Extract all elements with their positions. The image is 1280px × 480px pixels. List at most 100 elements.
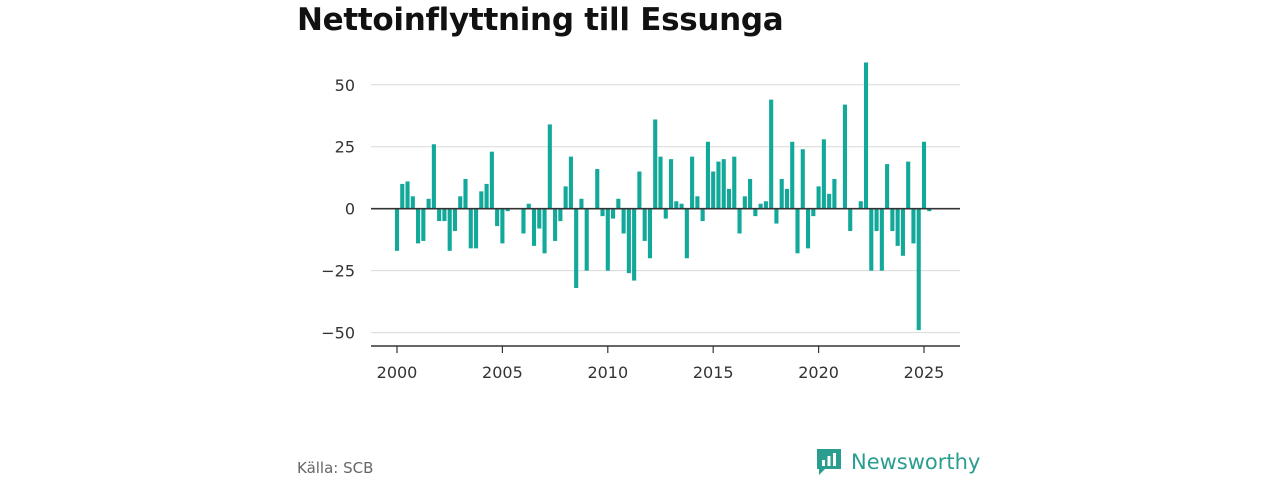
bar <box>611 208 616 219</box>
bar <box>748 178 753 209</box>
axes <box>371 207 960 353</box>
bar <box>890 208 895 231</box>
bar <box>858 201 863 209</box>
bar <box>416 208 421 244</box>
bar <box>848 208 853 231</box>
bar <box>916 208 921 331</box>
x-tick-label: 2000 <box>377 363 418 382</box>
bar <box>668 159 674 209</box>
bar <box>700 208 705 222</box>
bar <box>695 196 700 209</box>
y-tick-label: −50 <box>321 324 355 343</box>
bar <box>742 196 747 209</box>
bar <box>526 203 531 209</box>
bar <box>563 186 568 209</box>
bar <box>763 201 768 209</box>
bar <box>431 144 436 209</box>
bar <box>721 159 726 209</box>
bar <box>790 141 795 209</box>
bar <box>500 208 505 244</box>
bar <box>458 196 463 209</box>
source-note: Källa: SCB <box>297 459 374 477</box>
x-tick-label: 2020 <box>798 363 839 382</box>
bar <box>521 208 526 234</box>
y-tick-labels: 50 25 0 −25 −50 <box>321 76 355 343</box>
x-tick-labels: 2000 2005 2010 2015 2020 2025 <box>377 363 945 382</box>
bar <box>426 198 431 209</box>
bar <box>758 203 763 209</box>
bar <box>732 156 737 209</box>
bar <box>600 208 605 217</box>
brand-name: Newsworthy <box>851 450 981 474</box>
bar <box>906 161 911 209</box>
bar <box>885 164 890 209</box>
bar <box>621 208 626 234</box>
bar <box>684 208 689 259</box>
bar <box>658 156 663 209</box>
bar <box>842 104 847 209</box>
bar <box>795 208 800 254</box>
bar <box>410 196 415 209</box>
bar <box>584 208 589 271</box>
bar <box>642 208 647 241</box>
bar <box>737 208 742 234</box>
newsworthy-logo-icon <box>817 449 841 475</box>
bar <box>489 151 494 209</box>
bar <box>452 208 458 231</box>
chart-title: Nettoinflyttning till Essunga <box>297 2 784 38</box>
bar <box>479 191 484 209</box>
bar <box>663 208 668 219</box>
bar <box>632 208 637 281</box>
bar <box>558 208 563 222</box>
bar <box>832 178 837 209</box>
bar <box>468 208 473 249</box>
bar <box>800 149 805 209</box>
x-tick-label: 2005 <box>482 363 523 382</box>
x-tick-label: 2010 <box>587 363 628 382</box>
bar <box>705 141 710 209</box>
y-tick-label: 50 <box>335 76 355 95</box>
bar <box>774 208 779 224</box>
bar <box>463 178 468 209</box>
bar <box>679 203 684 209</box>
bar <box>711 171 716 209</box>
bar <box>484 183 489 209</box>
bar <box>405 181 410 209</box>
bar <box>595 169 600 209</box>
bar <box>574 208 579 288</box>
bar <box>811 208 816 217</box>
bar <box>505 208 510 212</box>
bar <box>447 208 452 251</box>
bar <box>537 208 542 229</box>
bar <box>531 208 537 246</box>
bar <box>547 124 552 209</box>
bar <box>437 208 442 222</box>
bar <box>716 161 721 209</box>
bar <box>647 208 653 259</box>
bar <box>784 188 790 209</box>
bar <box>895 208 900 246</box>
bar <box>579 198 584 209</box>
bar <box>616 198 621 209</box>
bar <box>568 156 573 209</box>
bar <box>394 208 400 251</box>
bar <box>674 201 679 209</box>
bar <box>637 171 642 209</box>
bar <box>400 183 405 209</box>
bar <box>553 208 558 241</box>
bar <box>874 208 879 231</box>
bar <box>605 208 610 271</box>
bar <box>690 156 695 209</box>
bars <box>394 62 932 331</box>
bar <box>863 62 869 209</box>
bar <box>900 208 905 256</box>
x-tick-label: 2015 <box>693 363 734 382</box>
brand-logo: Newsworthy <box>815 446 980 478</box>
bar <box>806 208 811 249</box>
x-tick-label: 2025 <box>904 363 945 382</box>
bar <box>879 208 884 271</box>
gridlines <box>371 84 960 334</box>
y-tick-label: −25 <box>321 262 355 281</box>
bar <box>626 208 631 274</box>
